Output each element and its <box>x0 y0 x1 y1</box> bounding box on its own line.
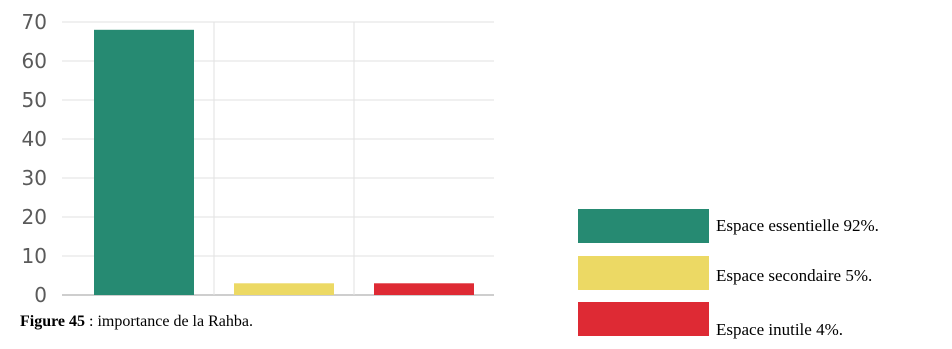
y-tick-label-0: 0 <box>34 283 47 307</box>
bar-espace-essentielle <box>94 29 194 296</box>
y-tick-label-20: 20 <box>22 205 47 229</box>
legend-swatch-secondaire <box>578 256 709 290</box>
y-tick-label-10: 10 <box>22 244 47 268</box>
legend-label-essentielle: Espace essentielle 92%. <box>716 216 879 235</box>
legend-label-secondaire: Espace secondaire 5%. <box>716 266 873 285</box>
figure-caption: Figure 45 : importance de la Rahba. <box>20 313 253 331</box>
y-tick-label-70: 70 <box>22 10 47 34</box>
y-tick-label-50: 50 <box>22 88 47 112</box>
bar-espace-secondaire <box>234 283 334 295</box>
bar-chart: 0 10 20 30 40 50 60 70 <box>22 10 494 307</box>
y-tick-label-40: 40 <box>22 127 47 151</box>
figure-caption-text: : importance de la Rahba. <box>85 313 253 330</box>
y-tick-label-60: 60 <box>22 49 47 73</box>
legend-label-inutile: Espace inutile 4%. <box>716 320 843 339</box>
figure-caption-label: Figure 45 <box>20 313 86 330</box>
bars <box>94 29 474 296</box>
y-tick-label-30: 30 <box>22 166 47 190</box>
y-axis-ticks: 0 10 20 30 40 50 60 70 <box>22 10 47 307</box>
legend-swatch-inutile <box>578 302 709 336</box>
bar-espace-inutile <box>374 283 474 295</box>
legend-swatch-essentielle <box>578 209 709 243</box>
